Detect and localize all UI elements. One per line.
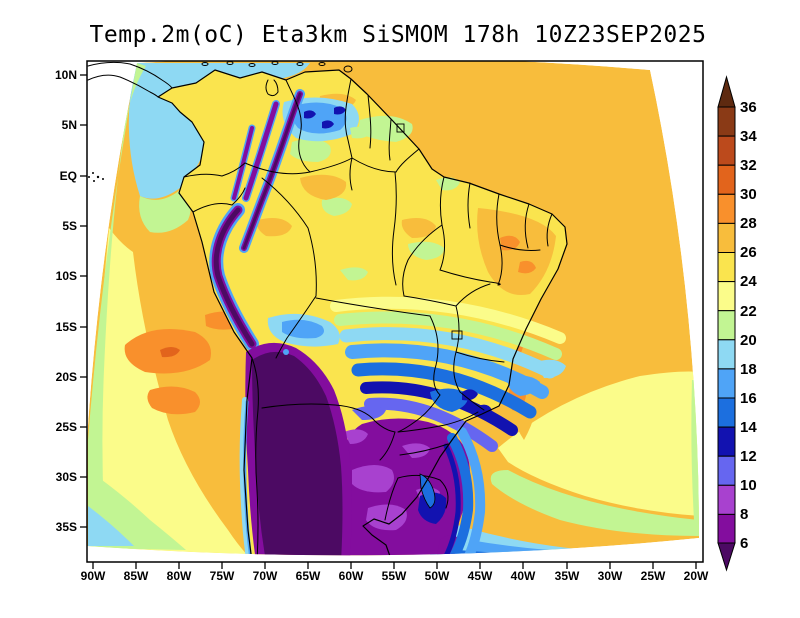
lon-label: 90W — [81, 569, 106, 583]
temp-shade-group-bolivia — [267, 313, 340, 347]
colorbar-seg-14-16 — [717, 397, 736, 428]
colorbar-seg-32-34 — [717, 135, 736, 166]
colorbar-labels: 36 34 32 30 28 26 24 22 20 18 16 14 12 1… — [740, 99, 757, 552]
lat-label: 35S — [56, 520, 77, 534]
lat-label: 30S — [56, 470, 77, 484]
colorbar-seg-16-18 — [717, 368, 736, 399]
country-borders — [183, 78, 449, 556]
lon-tick-marks — [92, 562, 697, 569]
out-of-domain-coastlines — [87, 61, 353, 182]
colorbar-seg-26-28 — [717, 222, 736, 253]
colorbar-label: 10 — [740, 477, 757, 494]
colorbar-seg-34-36 — [717, 106, 736, 137]
colorbar-label: 8 — [740, 506, 748, 523]
lon-label: 40W — [511, 569, 536, 583]
colorbar-seg-8-10 — [717, 484, 736, 515]
colorbar-label: 28 — [740, 215, 757, 232]
lat-label: 25S — [56, 420, 77, 434]
figure-title: Temp.2m(oC) Eta3km SiSMOM 178h 10Z23SEP2… — [90, 22, 707, 48]
colorbar-seg-18-20 — [717, 339, 736, 370]
lat-label: 20S — [56, 370, 77, 384]
colorbar-seg-6-8 — [717, 513, 736, 544]
lon-label: 20W — [684, 569, 709, 583]
colorbar-seg-20-22 — [717, 310, 736, 341]
colorbar-seg-28-30 — [717, 193, 736, 224]
temperature-field — [87, 61, 699, 556]
lon-label: 50W — [425, 569, 450, 583]
lon-label: 60W — [339, 569, 364, 583]
state-borders — [349, 157, 553, 456]
colorbar-label: 34 — [740, 128, 757, 145]
lakes-and-reservoirs — [265, 79, 463, 509]
colorbar-label: 6 — [740, 535, 748, 552]
lat-label: 15S — [56, 320, 77, 334]
lon-label: 55W — [382, 569, 407, 583]
colorbar-arrow-below-6 — [717, 542, 736, 572]
lon-label: 30W — [598, 569, 623, 583]
colorbar-label: 18 — [740, 361, 757, 378]
colorbar-seg-12-14 — [717, 426, 736, 457]
colorbar-label: 22 — [740, 303, 757, 320]
lat-label: 10N — [55, 68, 77, 82]
andes-cold-strip — [209, 89, 352, 556]
lon-label: 85W — [124, 569, 149, 583]
colorbar-seg-30-32 — [717, 164, 736, 195]
lon-label: 70W — [253, 569, 278, 583]
colorbar-label: 32 — [740, 157, 757, 174]
colorbar-label: 12 — [740, 448, 757, 465]
lon-label: 25W — [641, 569, 666, 583]
plot-area — [87, 61, 699, 556]
caribbean-islands — [201, 61, 353, 73]
lon-label: 35W — [555, 569, 580, 583]
temp-shade-group-venezuela — [282, 97, 372, 142]
lat-label: 10S — [56, 269, 77, 283]
lat-axis-labels: 10N 5N EQ 5S 10S 15S 20S 25S 30S 35S — [55, 68, 77, 534]
colorbar-label: 16 — [740, 390, 757, 407]
lon-label: 65W — [296, 569, 321, 583]
lat-label: EQ — [60, 169, 77, 183]
colorbar-arrow-above-36 — [717, 75, 736, 108]
temp-shade-group-interior — [257, 93, 556, 296]
colorbar-label: 30 — [740, 186, 757, 203]
colorbar-label: 14 — [740, 419, 757, 436]
colorbar-label: 36 — [740, 99, 757, 116]
colorbar-seg-10-12 — [717, 455, 736, 486]
coastline — [157, 69, 568, 556]
galapagos-islands — [88, 172, 104, 182]
lat-label: 5S — [62, 219, 77, 233]
colorbar-label: 20 — [740, 332, 757, 349]
colorbar-label: 26 — [740, 244, 757, 261]
colorbar-seg-24-26 — [717, 252, 736, 283]
lat-tick-marks — [80, 74, 87, 528]
colorbar-label: 24 — [740, 273, 757, 290]
lon-label: 75W — [210, 569, 235, 583]
plot-frame — [86, 60, 704, 563]
colorbar: 36 34 32 30 28 26 24 22 20 18 16 14 12 1… — [717, 75, 757, 572]
lon-label: 45W — [468, 569, 493, 583]
lat-label: 5N — [62, 118, 77, 132]
lon-axis-labels: 90W 85W 80W 75W 70W 65W 60W 55W 50W 45W … — [81, 569, 709, 583]
cold-air-mass — [341, 406, 470, 556]
lon-label: 80W — [167, 569, 192, 583]
colorbar-seg-22-24 — [717, 281, 736, 312]
